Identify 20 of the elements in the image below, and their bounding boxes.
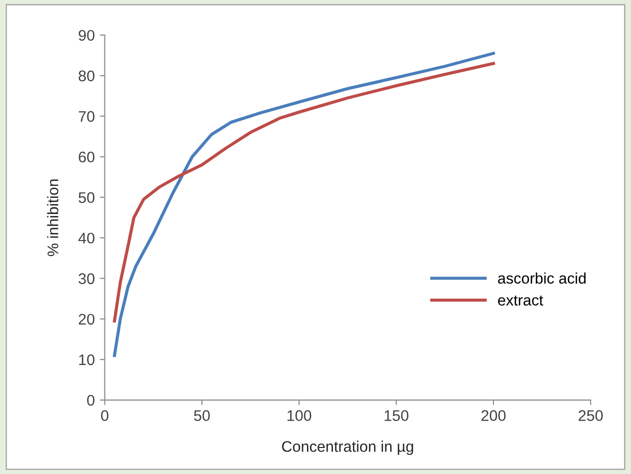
- x-tick-label: 250: [578, 410, 603, 421]
- y-tick-label: 90: [78, 30, 94, 41]
- y-tick-label: 20: [78, 314, 94, 325]
- y-tick-label: 0: [87, 394, 94, 406]
- x-tick-label: 150: [384, 410, 408, 421]
- y-tick-label: 60: [78, 152, 94, 162]
- x-tick-label: 200: [481, 410, 506, 421]
- x-tick-label: 50: [194, 410, 210, 421]
- y-tick-label: 80: [78, 70, 94, 82]
- legend-label: ascorbic acid: [498, 272, 586, 284]
- y-tick-label: 10: [79, 354, 94, 366]
- y-tick-label: 70: [78, 111, 94, 122]
- legend-label: extract: [498, 296, 544, 306]
- x-axis-title: Concentration in µg: [282, 440, 414, 455]
- y-axis-title: % inhibition: [47, 179, 58, 256]
- y-tick-label: 40: [78, 232, 94, 244]
- y-tick-label: 50: [78, 192, 94, 203]
- x-tick-label: 100: [288, 410, 312, 421]
- x-tick-label: 0: [101, 410, 108, 421]
- y-tick-label: 30: [78, 273, 94, 284]
